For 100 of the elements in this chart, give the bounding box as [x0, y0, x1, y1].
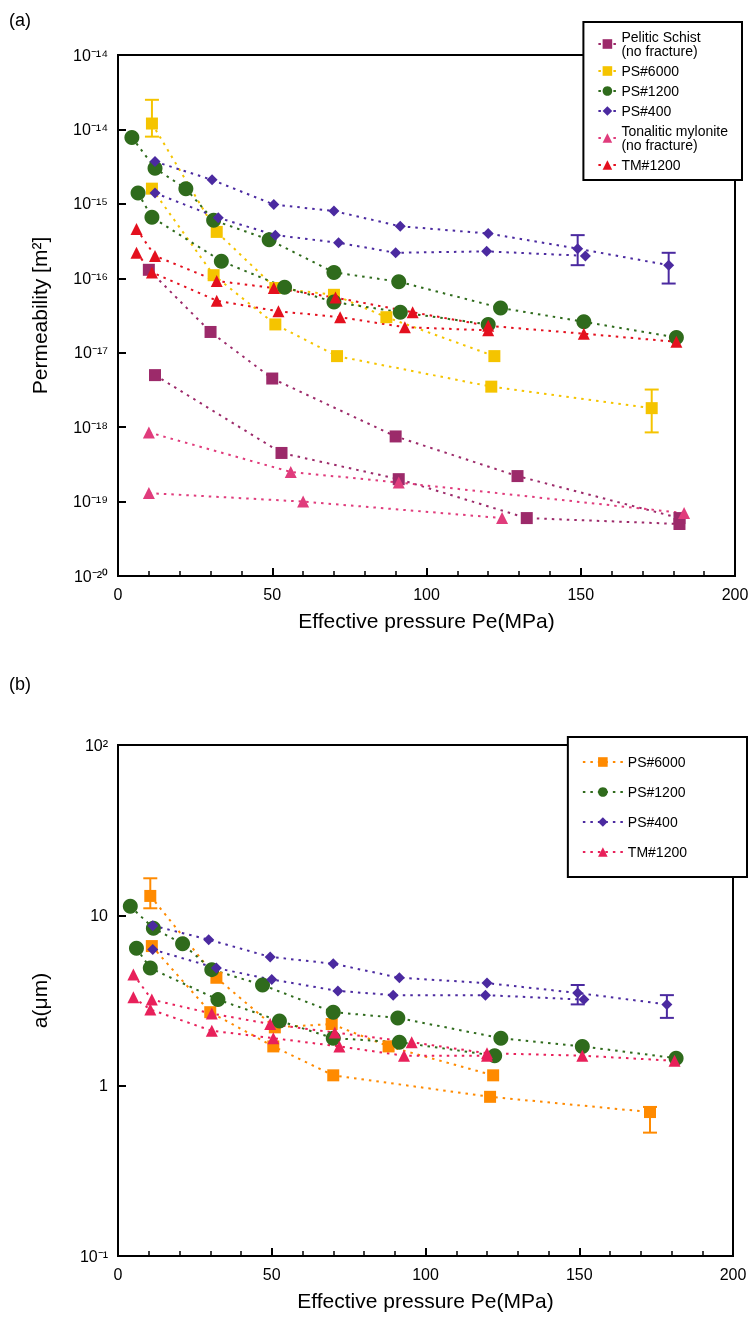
point — [144, 209, 160, 225]
point — [264, 951, 276, 963]
point — [147, 920, 159, 932]
point — [130, 185, 146, 201]
point — [390, 1010, 406, 1026]
point — [266, 974, 278, 986]
point — [284, 465, 297, 478]
point — [210, 225, 223, 238]
point — [576, 1049, 589, 1062]
point — [333, 237, 345, 249]
legend-label: Pelitic Schist (no fracture) — [621, 29, 701, 59]
y-tick-label: 10² — [84, 736, 109, 754]
y-tick-label: 10⁻¹⁴ — [73, 120, 109, 138]
point — [144, 889, 157, 902]
point — [271, 1013, 287, 1029]
chart-title: (b) — [9, 674, 31, 694]
point — [149, 156, 161, 168]
y-tick-label: 10⁻¹⁹ — [73, 493, 108, 511]
point — [485, 380, 498, 393]
point — [380, 311, 393, 324]
legend-label: Tonalitic mylonite (no fracture) — [621, 123, 729, 153]
point — [145, 117, 158, 130]
point — [210, 992, 226, 1008]
y-tick-label: 10⁻¹⁶ — [73, 269, 108, 287]
point — [387, 989, 399, 1001]
point — [210, 294, 223, 307]
point — [267, 1032, 280, 1045]
point — [392, 304, 408, 320]
point — [572, 987, 584, 999]
point — [277, 279, 293, 295]
x-tick-label: 0 — [113, 1265, 123, 1283]
x-tick-label: 150 — [567, 585, 595, 603]
point — [576, 314, 592, 330]
point — [269, 318, 282, 331]
point — [520, 512, 533, 525]
point — [479, 989, 491, 1001]
point — [272, 305, 285, 318]
point — [482, 227, 494, 239]
point — [328, 205, 340, 217]
point — [325, 1004, 341, 1020]
y-axis-title: a(μm) — [28, 972, 51, 1029]
point — [484, 1090, 497, 1103]
point — [206, 174, 218, 186]
point — [204, 325, 217, 338]
point — [334, 311, 347, 324]
y-tick-label: 1 — [99, 1077, 109, 1095]
point — [332, 985, 344, 997]
point — [142, 487, 155, 500]
point — [266, 372, 279, 385]
point — [275, 446, 288, 459]
x-tick-label: 200 — [719, 1265, 747, 1283]
point — [398, 321, 411, 334]
point — [327, 1069, 340, 1082]
y-tick-label: 10⁻¹⁷ — [74, 344, 109, 362]
point — [678, 507, 691, 520]
point — [122, 898, 138, 914]
point — [326, 264, 342, 280]
point — [393, 972, 405, 984]
point — [481, 977, 493, 989]
point — [406, 306, 419, 319]
y-tick-label: 10⁻¹⁸ — [73, 418, 108, 436]
legend-label: PS#1200 — [621, 83, 680, 99]
point — [269, 229, 281, 241]
point — [578, 994, 590, 1006]
chart-title: (a) — [9, 10, 31, 30]
point — [142, 960, 158, 976]
point — [130, 246, 143, 259]
point — [213, 253, 229, 269]
x-tick-label: 150 — [565, 1265, 593, 1283]
point — [391, 274, 407, 290]
point — [668, 1054, 681, 1067]
point — [496, 512, 509, 525]
point — [205, 1024, 218, 1037]
y-axis-title: Permeability [m²] — [28, 236, 51, 395]
point — [663, 259, 675, 271]
point — [488, 350, 501, 363]
point — [203, 934, 215, 946]
point — [493, 1030, 509, 1046]
point — [670, 335, 683, 348]
point — [331, 350, 344, 363]
x-axis-title: Effective pressure Pe(MPa) — [297, 1289, 554, 1312]
point — [579, 250, 591, 262]
point — [661, 998, 673, 1010]
legend-label: PS#1200 — [627, 784, 686, 800]
point — [328, 1026, 341, 1039]
point — [493, 300, 509, 316]
point — [255, 977, 271, 993]
point — [390, 247, 402, 259]
point — [175, 936, 191, 952]
point — [511, 470, 524, 483]
point — [149, 187, 161, 199]
y-tick-label: 10⁻²⁰ — [73, 567, 108, 585]
point — [130, 222, 143, 235]
point — [124, 129, 140, 145]
legend-label: PS#6000 — [627, 754, 686, 770]
point — [127, 968, 140, 981]
x-axis-title: Effective pressure Pe(MPa) — [298, 609, 555, 632]
legend-label: PS#400 — [627, 814, 678, 830]
point — [391, 1034, 407, 1050]
point — [149, 249, 162, 262]
